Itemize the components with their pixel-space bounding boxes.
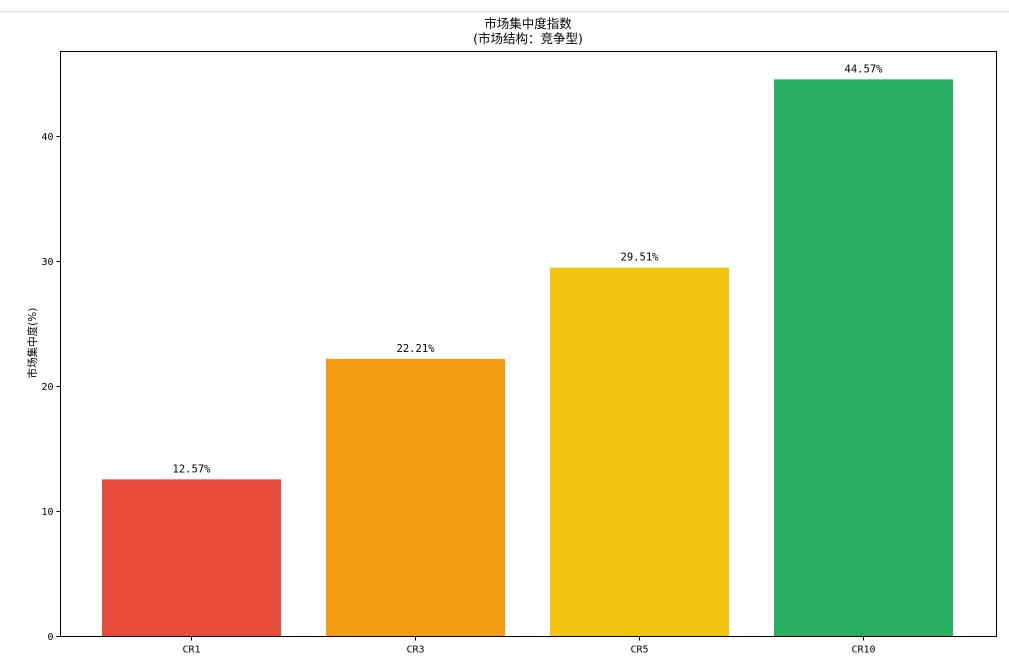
value-label-cr3: 22.21% xyxy=(397,343,436,355)
x-tick-label-cr1: CR1 xyxy=(182,645,200,656)
bar-cr5 xyxy=(550,267,729,637)
plot-frame xyxy=(60,51,997,637)
y-tick-label-30: 30 xyxy=(41,257,53,268)
bar-cr10 xyxy=(774,79,953,637)
y-tick-label-40: 40 xyxy=(41,132,53,143)
x-ticks-group: CR1 CR3 CR5 CR10 xyxy=(182,636,876,656)
bar-cr1 xyxy=(102,479,281,637)
bars-group: 12.57% 22.21% 29.51% 44.57% xyxy=(102,63,953,637)
y-tick-label-20: 20 xyxy=(41,382,53,393)
value-label-cr5: 29.51% xyxy=(621,252,660,264)
y-axis-label: 市场集中度(%) xyxy=(26,308,39,379)
value-label-cr1: 12.57% xyxy=(173,463,212,475)
y-ticks-group: 0 10 20 30 40 xyxy=(41,132,61,643)
value-label-cr10: 44.57% xyxy=(845,63,884,75)
x-tick-label-cr5: CR5 xyxy=(630,645,648,656)
x-tick-label-cr10: CR10 xyxy=(851,645,875,656)
x-tick-label-cr3: CR3 xyxy=(406,645,424,656)
top-divider xyxy=(0,0,1009,12)
y-tick-label-10: 10 xyxy=(41,507,53,518)
chart-subtitle: (市场结构：竞争型) xyxy=(473,31,583,46)
chart-title: 市场集中度指数 xyxy=(484,16,572,31)
y-tick-label-0: 0 xyxy=(47,632,53,643)
bar-cr3 xyxy=(326,358,505,637)
